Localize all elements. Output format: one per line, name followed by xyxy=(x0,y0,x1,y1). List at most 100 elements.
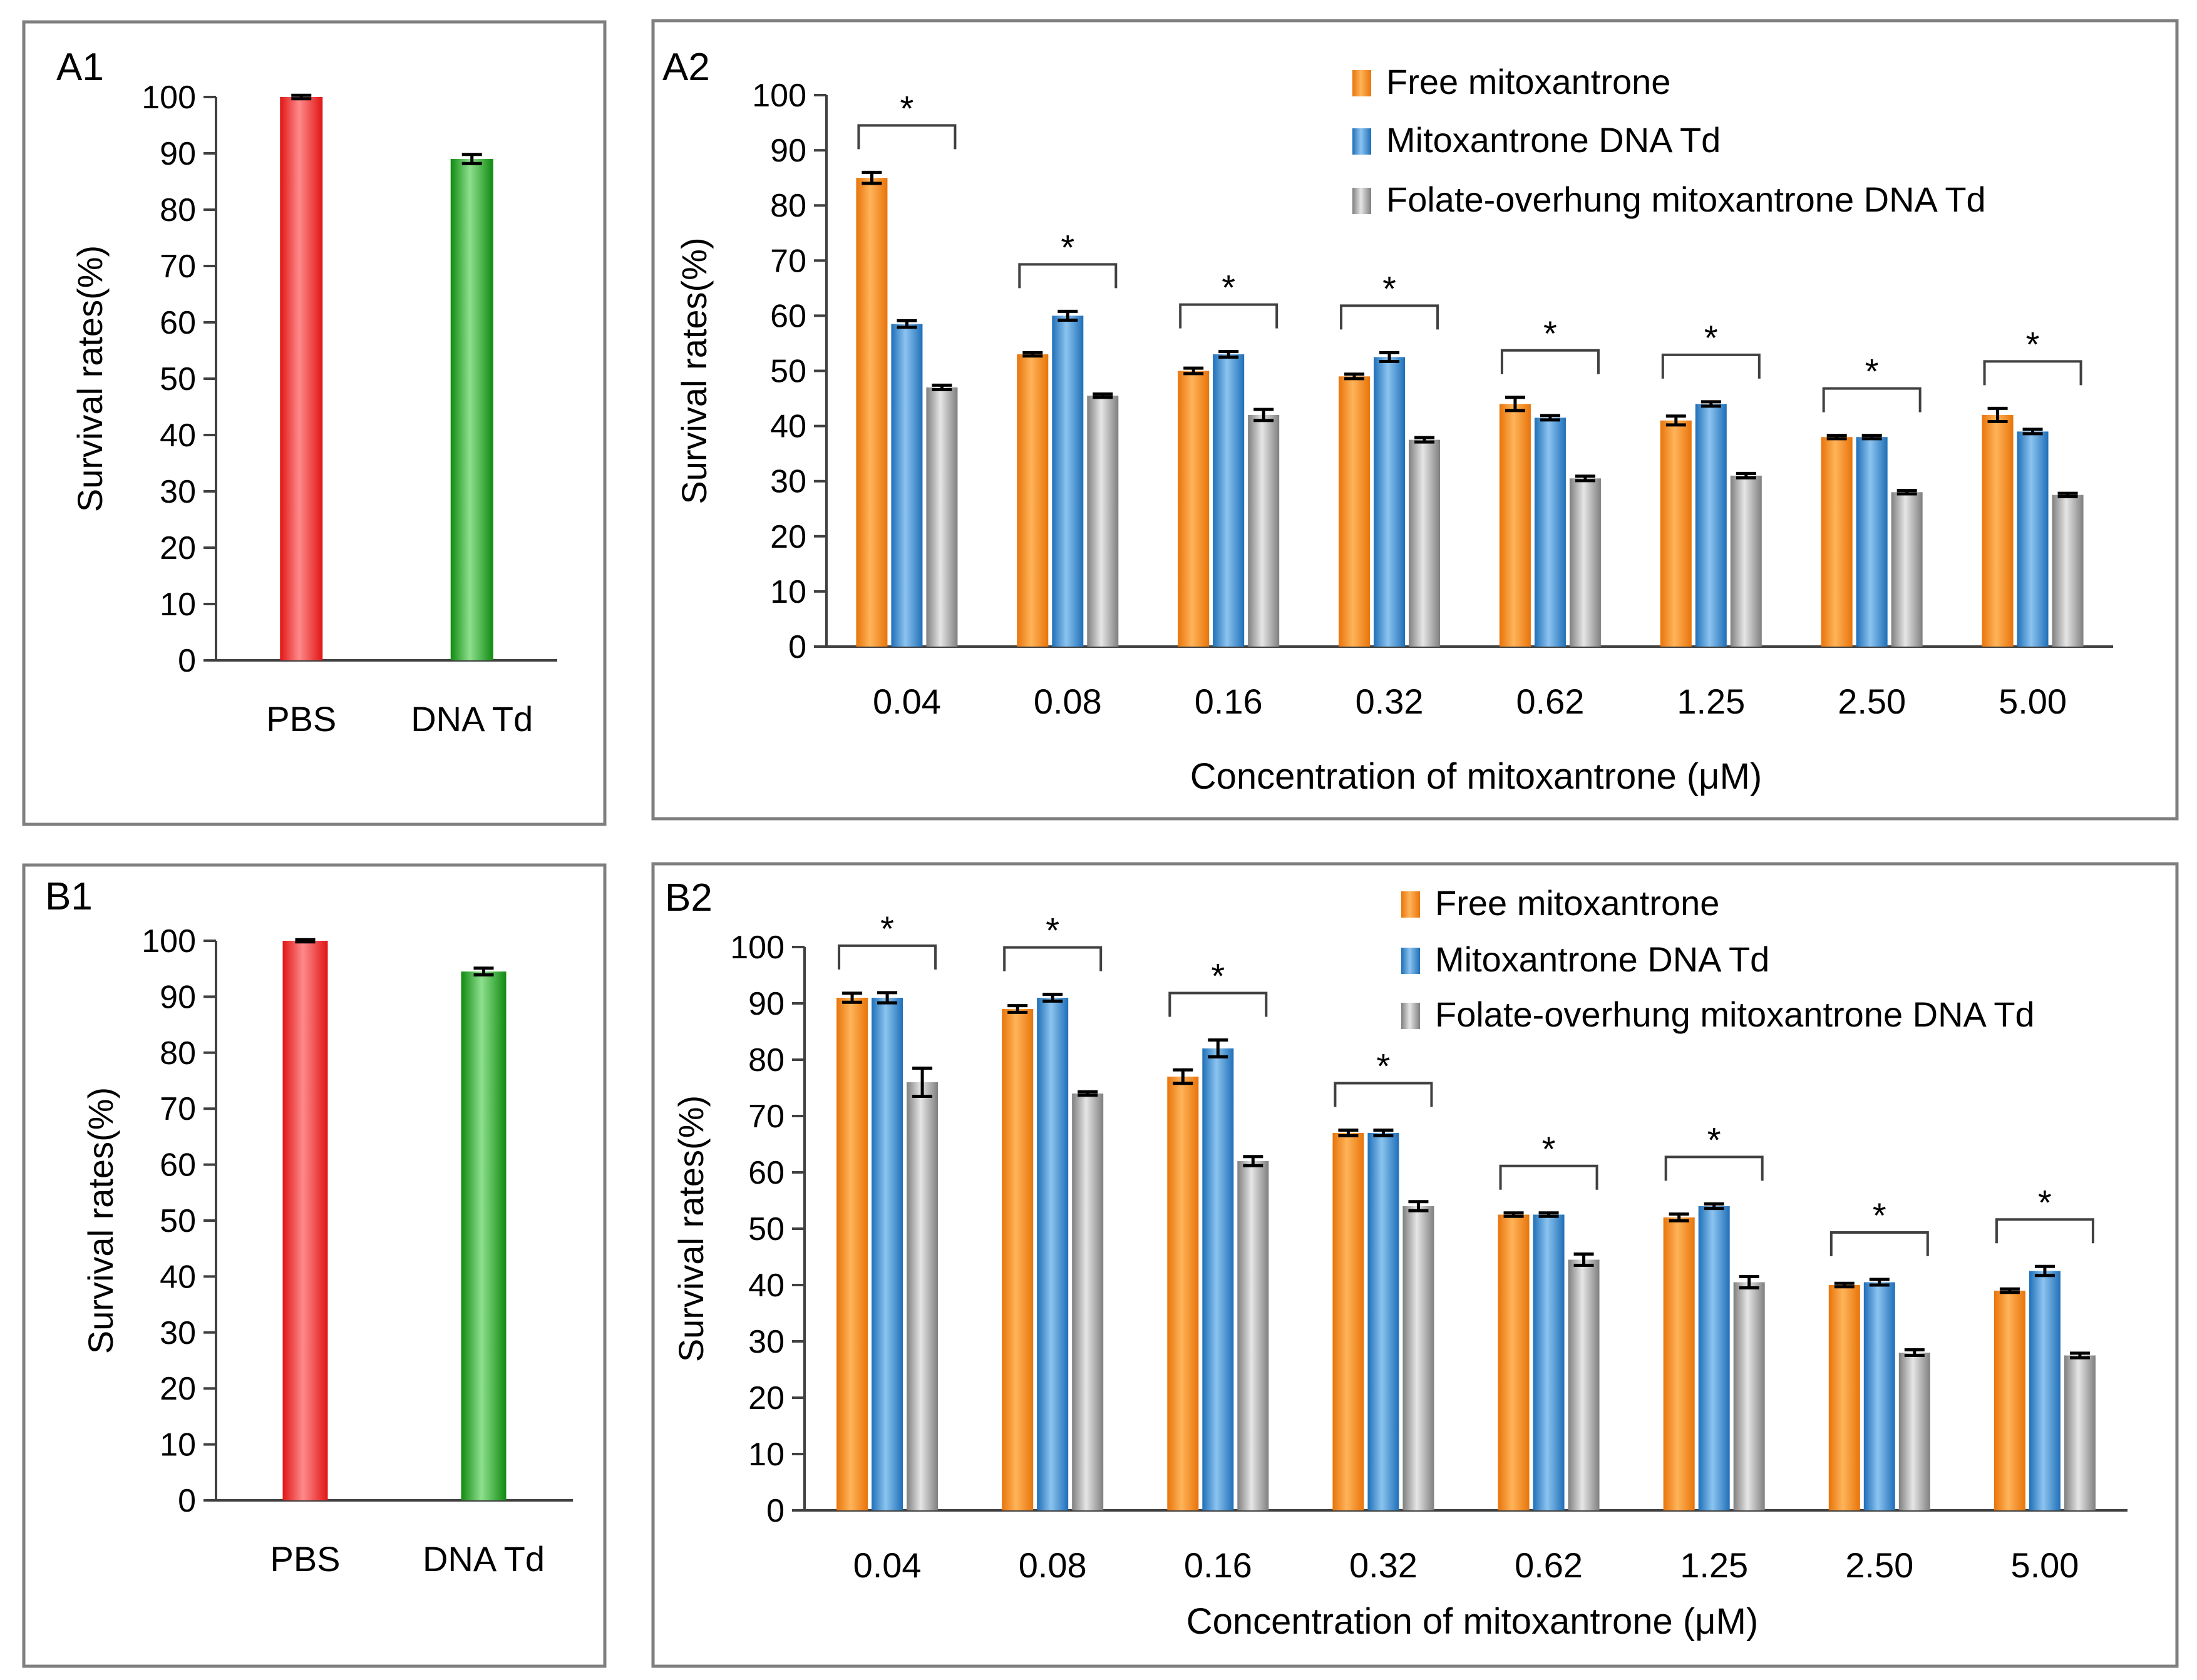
a2-significance-star: * xyxy=(1543,314,1557,353)
a2-significance-bracket xyxy=(1018,263,1118,289)
b1-y-tick-label: 70 xyxy=(160,1091,196,1127)
b2-significance-star: * xyxy=(1211,956,1225,996)
b2-bar-td xyxy=(1367,1133,1399,1510)
b2-bar-folate xyxy=(1402,1206,1434,1510)
b1-category-label: PBS xyxy=(270,1539,340,1579)
b2-legend-swatch xyxy=(1401,891,1420,918)
b2-bar-td xyxy=(1863,1282,1895,1510)
b2-significance-star: * xyxy=(1542,1129,1556,1169)
b2-significance-bracket xyxy=(1334,1082,1433,1107)
a2-bar-free xyxy=(1339,376,1371,647)
a2-bar-folate xyxy=(926,387,958,647)
b2-significance-bracket xyxy=(838,944,937,970)
a2-bar-td xyxy=(1534,417,1566,647)
b2-legend-entry: Folate-overhung mitoxantrone DNA Td xyxy=(1435,995,2035,1034)
a2-category-label: 5.00 xyxy=(1999,682,2067,721)
a1-bar-dna-td xyxy=(450,159,493,660)
a1-y-tick-label: 40 xyxy=(160,417,196,454)
a1-y-tick-label: 0 xyxy=(178,643,196,679)
b2-category-label: 2.50 xyxy=(1845,1545,1913,1585)
panel-a2: 0 10 20 30 40 50 60 70 80 90 100 A2 Survival rates(%… xyxy=(662,46,2113,797)
b2-bar-free xyxy=(1994,1291,2025,1510)
a1-bar-pbs xyxy=(280,97,323,660)
b1-y-tick-label: 100 xyxy=(141,923,196,960)
b2-bar-free xyxy=(1002,1009,1034,1510)
b2-bar-free xyxy=(1498,1214,1530,1510)
a2-legend-swatch xyxy=(1352,128,1371,155)
b2-bar-free xyxy=(1828,1285,1860,1510)
panel-a1: 0 10 20 30 40 50 60 70 80 90 100 A1 Survival rates(%… xyxy=(56,46,557,739)
b2-bar-folate xyxy=(1072,1094,1104,1510)
b1-y-tick-label: 20 xyxy=(160,1371,196,1407)
a2-category-label: 0.16 xyxy=(1195,682,1263,721)
b2-significance-star: * xyxy=(1377,1047,1391,1086)
b2-significance-star: * xyxy=(2038,1182,2052,1222)
b2-y-tick-label: 10 xyxy=(748,1437,785,1473)
a2-significance-bracket xyxy=(1340,304,1439,330)
b2-y-tick-label: 0 xyxy=(766,1493,785,1529)
a2-bar-folate xyxy=(1087,396,1119,647)
a2-bar-free xyxy=(1178,371,1210,647)
b2-significance-star: * xyxy=(1046,911,1059,950)
a2-significance-star: * xyxy=(1704,318,1718,357)
a1-y-tick-label: 80 xyxy=(160,192,196,228)
a2-bar-free xyxy=(1660,420,1692,647)
b2-significance-bracket xyxy=(1664,1155,1764,1181)
b2-significance-star: * xyxy=(880,909,894,948)
b2-bar-folate xyxy=(1898,1353,1930,1510)
a2-legend-entry: Mitoxantrone DNA Td xyxy=(1386,120,1721,160)
b2-legend-swatch xyxy=(1401,1003,1420,1029)
b2-bar-free xyxy=(1663,1217,1695,1510)
a2-bar-td xyxy=(891,324,923,647)
b2-panel-label: B2 xyxy=(665,876,713,919)
a1-y-tick-label: 10 xyxy=(160,586,196,623)
a2-category-label: 2.50 xyxy=(1838,682,1906,721)
a1-y-tick-label: 60 xyxy=(160,305,196,341)
b2-x-axis-label: Concentration of mitoxantrone (μM) xyxy=(1186,1601,1758,1642)
b1-category-label: DNA Td xyxy=(423,1539,545,1579)
a2-y-tick-label: 30 xyxy=(770,464,806,500)
a2-bar-free xyxy=(1499,404,1531,647)
b2-bar-folate xyxy=(1733,1282,1765,1510)
b1-y-tick-label: 60 xyxy=(160,1147,196,1184)
a2-significance-star: * xyxy=(2026,324,2040,364)
a2-legend-swatch xyxy=(1352,70,1371,96)
b2-category-label: 1.25 xyxy=(1680,1545,1748,1585)
a2-bar-td xyxy=(1213,354,1245,647)
b1-y-tick-label: 50 xyxy=(160,1203,196,1239)
a2-significance-bracket xyxy=(857,124,957,150)
b2-category-label: 0.08 xyxy=(1019,1545,1087,1585)
a1-y-axis-label: Survival rates(%) xyxy=(70,245,110,512)
a2-significance-bracket xyxy=(1983,360,2082,386)
b2-bar-folate xyxy=(907,1082,939,1510)
a1-category-label: PBS xyxy=(266,699,336,739)
a1-y-tick-label: 30 xyxy=(160,474,196,510)
b2-significance-star: * xyxy=(1873,1196,1886,1235)
b2-y-tick-label: 30 xyxy=(748,1324,785,1360)
a2-significance-bracket xyxy=(1822,387,1922,412)
b2-category-label: 5.00 xyxy=(2010,1545,2079,1585)
b1-y-tick-label: 30 xyxy=(160,1315,196,1351)
a2-significance-star: * xyxy=(1222,268,1235,307)
a2-y-tick-label: 90 xyxy=(770,133,806,169)
a2-legend-swatch xyxy=(1352,188,1371,214)
b2-y-tick-label: 50 xyxy=(748,1211,785,1247)
a2-bar-folate xyxy=(1248,414,1280,647)
a2-significance-bracket xyxy=(1500,349,1600,374)
a2-significance-star: * xyxy=(900,88,914,128)
b2-significance-bracket xyxy=(1995,1218,2094,1244)
b2-bar-folate xyxy=(2064,1355,2096,1510)
b2-legend-entry: Free mitoxantrone xyxy=(1435,883,1719,923)
b2-bar-td xyxy=(1037,998,1069,1510)
b2-y-axis-label: Survival rates(%) xyxy=(671,1095,711,1362)
b1-panel-label: B1 xyxy=(45,875,93,918)
a2-bar-free xyxy=(1982,414,2014,647)
a2-bar-td xyxy=(1374,357,1406,647)
a2-legend-entry: Folate-overhung mitoxantrone DNA Td xyxy=(1386,180,1986,219)
b2-bar-td xyxy=(2029,1271,2061,1510)
a2-legend-entry: Free mitoxantrone xyxy=(1386,62,1670,101)
panel-b1: 0 10 20 30 40 50 60 70 80 90 100 B1 Survival rates(%… xyxy=(45,875,573,1579)
a2-category-label: 0.08 xyxy=(1034,682,1102,721)
b2-category-label: 0.62 xyxy=(1515,1545,1583,1585)
a1-y-tick-label: 90 xyxy=(160,136,196,172)
